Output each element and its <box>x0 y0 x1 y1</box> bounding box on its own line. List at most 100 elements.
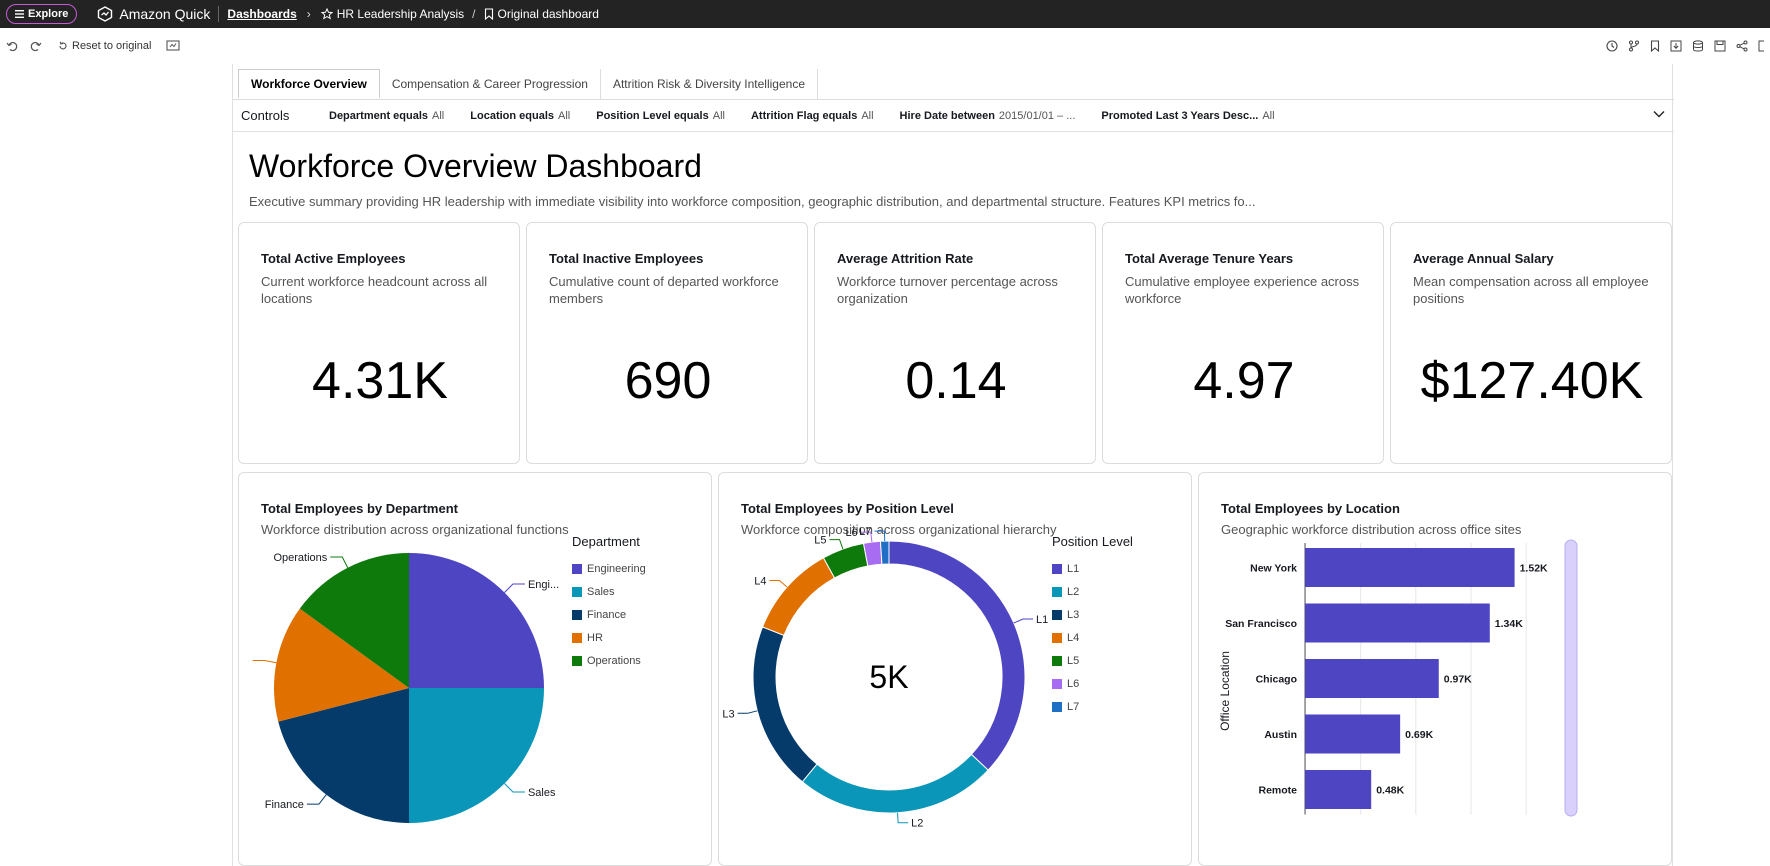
control-attrition-flag[interactable]: Attrition Flag equals All <box>751 110 874 122</box>
panel-subtitle: Workforce distribution across organizati… <box>261 522 569 537</box>
legend-item-engineering[interactable]: Engineering <box>572 557 646 580</box>
control-department[interactable]: Department equals All <box>329 110 444 122</box>
dashboards-link[interactable]: Dashboards <box>227 7 297 21</box>
control-value: All <box>861 109 874 122</box>
kpi-card[interactable]: Average Attrition Rate Workforce turnove… <box>814 222 1096 464</box>
menu-icon <box>15 10 24 18</box>
bar-remote[interactable] <box>1305 770 1372 809</box>
kpi-card[interactable]: Total Active Employees Current workforce… <box>238 222 520 464</box>
kpi-title: Total Inactive Employees <box>549 251 704 266</box>
controls-bar: Controls Department equals All Location e… <box>233 100 1674 132</box>
bar-austin[interactable] <box>1305 714 1401 754</box>
legend-item-l7[interactable]: L7 <box>1052 695 1133 718</box>
tab-compensation[interactable]: Compensation & Career Progression <box>380 69 601 99</box>
donut-slice-l1[interactable] <box>888 540 1026 771</box>
pie-leader-line <box>504 583 525 593</box>
kpi-title: Average Attrition Rate <box>837 251 974 266</box>
donut-label-l4: L4 <box>754 575 766 587</box>
donut-label-l6: L6 <box>845 527 857 539</box>
pixel-perfect-icon[interactable] <box>165 40 180 52</box>
legend-item-l5[interactable]: L5 <box>1052 649 1133 672</box>
chart-scrollbar[interactable] <box>1564 539 1578 817</box>
legend-item-l3[interactable]: L3 <box>1052 603 1133 626</box>
legend-item-finance[interactable]: Finance <box>572 603 646 626</box>
download-icon[interactable] <box>1670 40 1682 52</box>
tab-attrition-risk[interactable]: Attrition Risk & Diversity Intelligence <box>601 69 819 99</box>
control-location[interactable]: Location equals All <box>470 110 570 122</box>
donut-slice-l7[interactable] <box>879 540 890 565</box>
branch-icon[interactable] <box>1628 40 1640 52</box>
chevron-down-icon[interactable] <box>1652 109 1666 119</box>
explore-button[interactable]: Explore <box>6 4 78 24</box>
kpi-subtitle: Current workforce headcount across all l… <box>261 274 488 306</box>
redo-icon[interactable] <box>30 40 42 52</box>
donut-slice-l4[interactable] <box>761 557 836 637</box>
legend-item-l4[interactable]: L4 <box>1052 626 1133 649</box>
kpi-card[interactable]: Total Inactive Employees Cumulative coun… <box>526 222 808 464</box>
pie-slice-hr[interactable] <box>274 608 409 722</box>
bar-new-york[interactable] <box>1305 548 1515 587</box>
kpi-card[interactable]: Total Average Tenure Years Cumulative em… <box>1102 222 1384 464</box>
database-icon[interactable] <box>1692 40 1704 52</box>
bar-category-label: San Francisco <box>1225 618 1297 630</box>
dashboard-crumb[interactable]: Original dashboard <box>484 7 599 21</box>
legend-item-sales[interactable]: Sales <box>572 580 646 603</box>
control-name: Promoted Last 3 Years Desc... <box>1101 109 1259 122</box>
control-hire-date[interactable]: Hire Date between 2015/01/01 – ... <box>900 110 1076 122</box>
brand-name: Amazon Quick <box>119 6 211 22</box>
location-bar-chart[interactable]: Office Location New York 1.52K San Francisc… <box>1199 473 1672 866</box>
bookmark-icon[interactable] <box>1650 40 1660 52</box>
panel-title: Total Employees by Department <box>261 501 458 516</box>
control-value: All <box>558 109 571 122</box>
pie-slice-operations[interactable] <box>299 553 409 688</box>
pie-slice-finance[interactable] <box>278 688 409 823</box>
divider <box>218 6 220 22</box>
kpi-card[interactable]: Average Annual Salary Mean compensation … <box>1390 222 1672 464</box>
pie-leader-line <box>306 794 327 805</box>
brand[interactable]: Amazon Quick <box>97 6 210 22</box>
share-icon[interactable] <box>1736 40 1748 52</box>
bar-data-label: 1.34K <box>1495 618 1523 630</box>
legend-swatch <box>1052 701 1062 712</box>
clock-icon[interactable] <box>1606 40 1618 52</box>
control-position-level[interactable]: Position Level equals All <box>596 110 725 122</box>
legend-item-l2[interactable]: L2 <box>1052 580 1133 603</box>
dashboard-sheet: Workforce Overview Compensation & Career… <box>232 64 1674 866</box>
location-chart-panel[interactable]: Total Employees by Location Geographic w… <box>1198 472 1672 866</box>
department-pie-chart[interactable]: Engi... Sales Finance Operations <box>239 473 712 866</box>
legend-item-l1[interactable]: L1 <box>1052 557 1133 580</box>
donut-label-l5: L5 <box>814 535 826 547</box>
tab-workforce-overview[interactable]: Workforce Overview <box>238 69 380 99</box>
legend-label: L6 <box>1067 677 1080 690</box>
sheet-tabs: Workforce Overview Compensation & Career… <box>238 69 819 99</box>
legend-item-hr[interactable]: HR <box>572 626 646 649</box>
bar-category-label: Austin <box>1264 729 1297 741</box>
chevron-right-icon: › <box>306 7 311 21</box>
bar-san-francisco[interactable] <box>1305 603 1490 643</box>
position-chart-panel[interactable]: Total Employees by Position Level Workfo… <box>718 472 1192 866</box>
control-promoted[interactable]: Promoted Last 3 Years Desc... All <box>1101 110 1274 122</box>
legend-label: L3 <box>1067 608 1080 621</box>
page-title: Workforce Overview Dashboard <box>249 148 702 184</box>
donut-slice-l2[interactable] <box>801 753 989 814</box>
donut-label-l2: L2 <box>911 818 923 830</box>
pie-slice-sales[interactable] <box>409 688 544 823</box>
legend-label: L5 <box>1067 654 1080 667</box>
kpi-value: 690 <box>624 352 712 410</box>
department-chart-panel[interactable]: Total Employees by Department Workforce … <box>238 472 712 866</box>
donut-label-l3: L3 <box>722 708 734 720</box>
bar-chicago[interactable] <box>1305 659 1439 698</box>
legend-item-l6[interactable]: L6 <box>1052 672 1133 695</box>
donut-slice-l3[interactable] <box>752 626 818 783</box>
panel-title: Total Employees by Position Level <box>741 501 954 516</box>
analysis-crumb[interactable]: HR Leadership Analysis <box>320 7 464 21</box>
reset-button[interactable]: Reset to original <box>58 40 152 52</box>
pie-slice-engineering[interactable] <box>409 553 544 688</box>
legend-items: Engineering Sales Finance HR Operations <box>572 557 646 672</box>
save-icon[interactable] <box>1714 40 1726 52</box>
donut-leader-line <box>897 812 909 824</box>
legend-item-operations[interactable]: Operations <box>572 649 646 672</box>
undo-icon[interactable] <box>6 40 18 52</box>
panel-icon[interactable] <box>1758 40 1764 52</box>
